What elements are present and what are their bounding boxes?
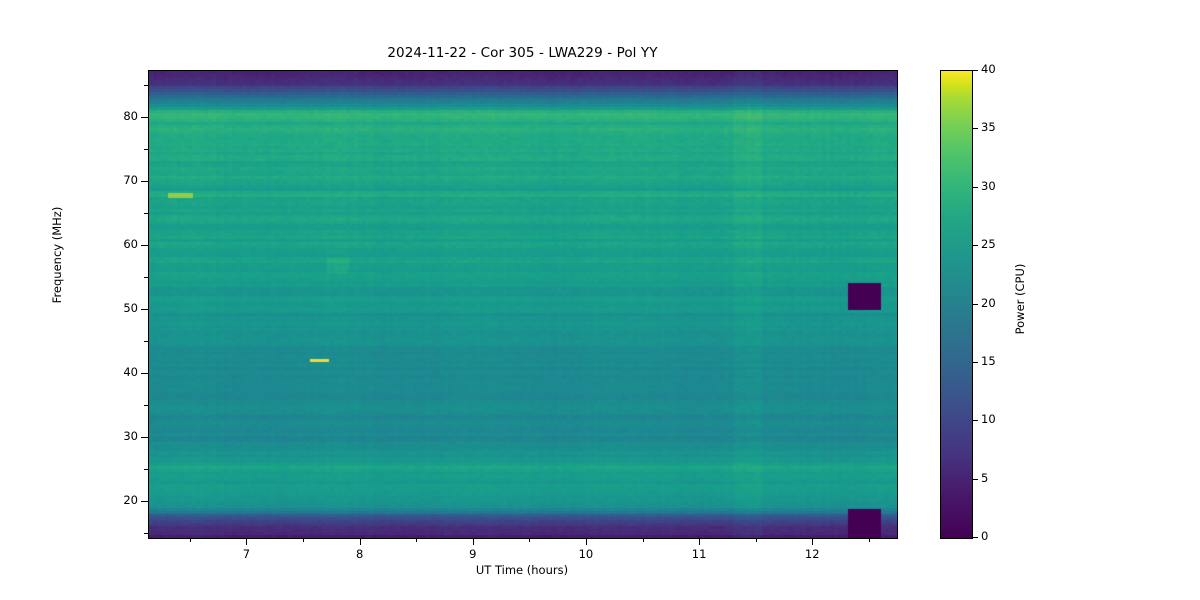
colorbar-tick-mark: [972, 361, 978, 363]
x-tick-minor: [642, 538, 644, 542]
colorbar-tick-mark: [972, 420, 978, 422]
y-tick-mark: [141, 308, 148, 310]
colorbar-tick-mark: [972, 478, 978, 480]
colorbar-tick-mark: [972, 70, 978, 71]
spectrogram-axes[interactable]: [148, 70, 898, 539]
y-tick-label: 70: [123, 172, 138, 187]
x-tick-minor: [416, 538, 418, 542]
colorbar-gradient: [941, 71, 972, 538]
colorbar[interactable]: [940, 70, 973, 539]
y-tick-label: 80: [123, 108, 138, 123]
y-tick-mark: [141, 244, 148, 246]
page-title: 2024-11-22 - Cor 305 - LWA229 - Pol YY: [387, 45, 658, 61]
colorbar-tick-label: 0: [981, 529, 989, 543]
x-tick-mark: [246, 538, 248, 545]
y-tick-minor: [144, 212, 148, 214]
y-tick-label: 60: [123, 236, 138, 251]
y-tick-mark: [141, 436, 148, 438]
x-tick-mark: [585, 538, 587, 545]
y-tick-mark: [141, 180, 148, 182]
y-tick-label: 40: [123, 364, 138, 379]
colorbar-tick-mark: [972, 128, 978, 130]
x-tick-mark: [812, 538, 814, 545]
colorbar-label: Power (CPU): [1013, 263, 1027, 335]
y-tick-label: 50: [123, 300, 138, 315]
x-tick-mark: [699, 538, 701, 545]
colorbar-tick-label: 30: [981, 178, 996, 193]
x-tick-minor: [868, 538, 870, 542]
y-tick-minor: [144, 340, 148, 342]
colorbar-tick-label: 10: [981, 412, 996, 427]
x-tick-minor: [529, 538, 531, 542]
colorbar-tick-mark: [972, 245, 978, 247]
y-tick-mark: [141, 372, 148, 374]
colorbar-tick-label: 15: [981, 353, 996, 368]
y-tick-mark: [141, 500, 148, 502]
x-tick-label: 11: [691, 547, 707, 561]
x-tick-label: 9: [469, 547, 477, 561]
y-tick-label: 30: [123, 428, 138, 443]
x-tick-label: 8: [355, 547, 364, 561]
colorbar-tick-label: 40: [981, 62, 996, 76]
colorbar-tick-label: 5: [981, 470, 989, 485]
y-tick-minor: [144, 148, 148, 150]
colorbar-tick-mark: [972, 186, 978, 188]
x-tick-label: 7: [242, 547, 251, 561]
y-tick-minor: [144, 532, 148, 534]
x-tick-minor: [189, 538, 191, 542]
y-axis-label: Frequency (MHz): [50, 206, 64, 304]
y-tick-mark: [141, 116, 148, 118]
x-tick-minor: [755, 538, 757, 542]
y-tick-minor: [144, 468, 148, 470]
y-tick-minor: [144, 276, 148, 278]
y-tick-minor: [144, 84, 148, 86]
colorbar-tick-label: 25: [981, 237, 996, 252]
colorbar-tick-label: 35: [981, 120, 996, 135]
colorbar-tick-label: 20: [981, 295, 996, 310]
x-tick-mark: [472, 538, 474, 545]
dynamic-spectrum-heatmap[interactable]: [149, 71, 897, 538]
x-tick-mark: [359, 538, 361, 545]
x-axis-label: UT Time (hours): [475, 563, 569, 577]
colorbar-tick-mark: [972, 537, 978, 538]
y-tick-minor: [144, 404, 148, 406]
x-tick-minor: [303, 538, 305, 542]
x-tick-label: 10: [578, 547, 594, 561]
x-tick-label: 12: [804, 547, 820, 561]
y-tick-label: 20: [123, 492, 138, 507]
colorbar-tick-mark: [972, 303, 978, 305]
